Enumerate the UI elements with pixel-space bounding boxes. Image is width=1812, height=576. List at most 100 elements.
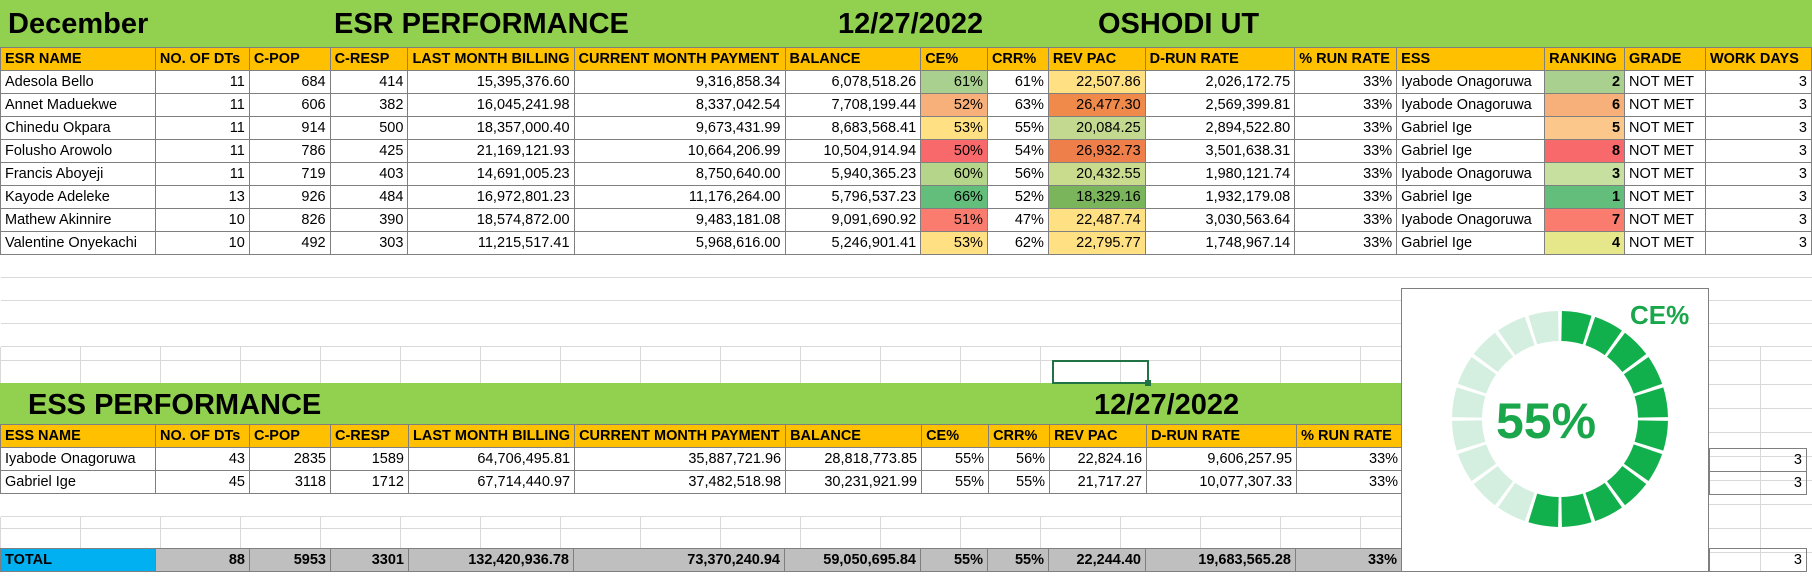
empty-cell[interactable]: [0, 254, 156, 278]
ess-cell[interactable]: 33%: [1296, 470, 1404, 494]
empty-cell[interactable]: [155, 254, 250, 278]
esr-cell[interactable]: NOT MET: [1624, 208, 1706, 232]
ess-cell[interactable]: 21,717.27: [1049, 470, 1148, 494]
ess-workdays-cell[interactable]: 3: [1709, 471, 1807, 495]
esr-cell[interactable]: NOT MET: [1624, 93, 1706, 117]
empty-cell[interactable]: [0, 323, 156, 347]
empty-cell[interactable]: [407, 300, 575, 324]
esr-cell[interactable]: 390: [329, 208, 409, 232]
ess-cell[interactable]: 1589: [330, 447, 409, 471]
esr-cell[interactable]: NOT MET: [1624, 139, 1706, 163]
esr-cell[interactable]: Iyabode Onagoruwa: [1396, 93, 1546, 117]
total-workdays-cell[interactable]: 3: [1709, 548, 1807, 572]
empty-cell[interactable]: [330, 254, 408, 278]
esr-column-header[interactable]: BALANCE: [784, 47, 922, 71]
esr-cell[interactable]: 3: [1704, 116, 1812, 140]
esr-cell[interactable]: 5,968,616.00: [573, 231, 786, 255]
esr-cell[interactable]: 3: [1704, 185, 1812, 209]
esr-cell[interactable]: 3,030,563.64: [1144, 208, 1296, 232]
ess-column-header[interactable]: D-RUN RATE: [1146, 424, 1298, 448]
esr-cell[interactable]: Annet Maduekwe: [0, 93, 156, 117]
ess-cell[interactable]: 35,887,721.96: [574, 447, 787, 471]
empty-cell[interactable]: [987, 300, 1049, 324]
esr-cell[interactable]: 61%: [920, 70, 988, 94]
esr-cell[interactable]: 10: [154, 208, 250, 232]
empty-cell[interactable]: [1396, 254, 1545, 278]
esr-cell[interactable]: 15,395,376.60: [407, 70, 575, 94]
ess-column-header[interactable]: LAST MONTH BILLING: [407, 424, 576, 448]
esr-cell[interactable]: 1,932,179.08: [1144, 185, 1296, 209]
esr-cell[interactable]: Iyabode Onagoruwa: [1396, 70, 1546, 94]
ess-cell[interactable]: 9,606,257.95: [1146, 447, 1298, 471]
esr-column-header[interactable]: REV PAC: [1047, 47, 1146, 71]
esr-cell[interactable]: 8,750,640.00: [573, 162, 786, 186]
esr-cell[interactable]: NOT MET: [1624, 231, 1706, 255]
esr-column-header[interactable]: ESS: [1396, 47, 1546, 71]
esr-column-header[interactable]: CE%: [920, 47, 988, 71]
esr-cell[interactable]: 20,084.25: [1047, 116, 1146, 140]
ess-cell[interactable]: 67,714,440.97: [407, 470, 576, 494]
esr-column-header[interactable]: ESR NAME: [0, 47, 156, 71]
esr-cell[interactable]: 18,357,000.40: [407, 116, 575, 140]
active-cell-selection[interactable]: [1052, 360, 1151, 386]
ess-column-header[interactable]: CRR%: [988, 424, 1051, 448]
total-cell[interactable]: 5953: [249, 548, 331, 572]
ess-cell[interactable]: Iyabode Onagoruwa: [0, 447, 156, 471]
esr-cell[interactable]: Gabriel Ige: [1396, 139, 1546, 163]
esr-cell[interactable]: 2,894,522.80: [1144, 116, 1296, 140]
esr-cell[interactable]: 3: [1704, 70, 1812, 94]
esr-cell[interactable]: 492: [248, 231, 331, 255]
empty-cell[interactable]: [155, 493, 250, 517]
ess-workdays-cell[interactable]: 3: [1709, 448, 1807, 472]
esr-cell[interactable]: 47%: [986, 208, 1049, 232]
empty-cell[interactable]: [1145, 277, 1295, 301]
esr-column-header[interactable]: CRR%: [986, 47, 1049, 71]
esr-cell[interactable]: 33%: [1294, 139, 1398, 163]
esr-cell[interactable]: 786: [248, 139, 331, 163]
empty-cell[interactable]: [330, 300, 408, 324]
esr-cell[interactable]: 500: [329, 116, 409, 140]
empty-cell[interactable]: [785, 323, 921, 347]
esr-cell[interactable]: 11: [154, 93, 250, 117]
total-cell[interactable]: 55%: [920, 548, 988, 572]
empty-cell[interactable]: [1294, 323, 1397, 347]
esr-cell[interactable]: Gabriel Ige: [1396, 185, 1546, 209]
empty-cell[interactable]: [1048, 300, 1146, 324]
total-cell[interactable]: 33%: [1295, 548, 1402, 572]
empty-cell[interactable]: [155, 277, 250, 301]
esr-cell[interactable]: 484: [329, 185, 409, 209]
esr-cell[interactable]: 33%: [1294, 116, 1398, 140]
ess-cell[interactable]: 3118: [249, 470, 331, 494]
ess-column-header[interactable]: BALANCE: [785, 424, 923, 448]
esr-cell[interactable]: Iyabode Onagoruwa: [1396, 162, 1546, 186]
esr-cell[interactable]: Mathew Akinnire: [0, 208, 156, 232]
ess-column-header[interactable]: CURRENT MONTH PAYMENT: [574, 424, 787, 448]
esr-cell[interactable]: 18,329.16: [1047, 185, 1146, 209]
esr-cell[interactable]: 51%: [920, 208, 988, 232]
esr-cell[interactable]: 11: [154, 139, 250, 163]
esr-cell[interactable]: 9,316,858.34: [573, 70, 786, 94]
empty-cell[interactable]: [987, 254, 1049, 278]
empty-cell[interactable]: [330, 493, 409, 517]
ess-column-header[interactable]: NO. OF DTs: [155, 424, 250, 448]
empty-cell[interactable]: [1294, 300, 1397, 324]
esr-column-header[interactable]: % RUN RATE: [1294, 47, 1398, 71]
empty-cell[interactable]: [574, 277, 785, 301]
empty-cell[interactable]: [987, 277, 1049, 301]
esr-cell[interactable]: 826: [248, 208, 331, 232]
empty-cell[interactable]: [574, 300, 785, 324]
esr-cell[interactable]: 5,940,365.23: [784, 162, 922, 186]
esr-cell[interactable]: 21,169,121.93: [407, 139, 575, 163]
esr-cell[interactable]: 13: [154, 185, 250, 209]
esr-cell[interactable]: 303: [329, 231, 409, 255]
esr-cell[interactable]: 5,246,901.41: [784, 231, 922, 255]
empty-cell[interactable]: [407, 323, 575, 347]
empty-cell[interactable]: [408, 493, 575, 517]
esr-cell[interactable]: 52%: [986, 185, 1049, 209]
esr-cell[interactable]: 33%: [1294, 208, 1398, 232]
esr-cell[interactable]: 1,980,121.74: [1144, 162, 1296, 186]
esr-cell[interactable]: 719: [248, 162, 331, 186]
esr-cell[interactable]: 62%: [986, 231, 1049, 255]
ess-column-header[interactable]: C-RESP: [330, 424, 409, 448]
esr-cell[interactable]: Valentine Onyekachi: [0, 231, 156, 255]
